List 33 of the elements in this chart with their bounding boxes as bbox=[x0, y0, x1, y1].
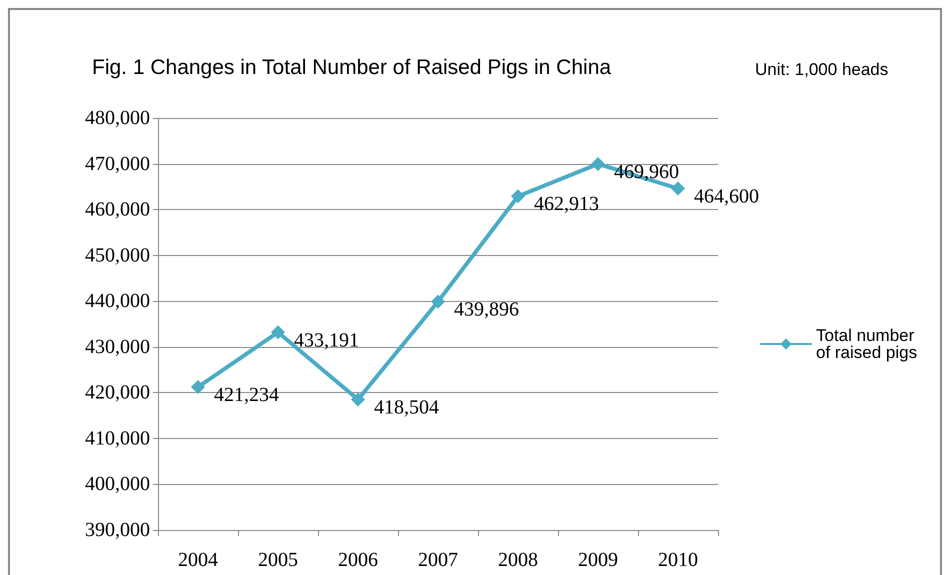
x-tick-label: 2004 bbox=[178, 549, 218, 571]
data-label: 421,234 bbox=[214, 384, 279, 406]
y-tick-label: 400,000 bbox=[85, 473, 150, 496]
y-tick-label: 450,000 bbox=[85, 244, 150, 266]
y-tick-label: 470,000 bbox=[85, 152, 150, 175]
y-tick-label: 430,000 bbox=[85, 336, 150, 358]
point bbox=[351, 392, 365, 407]
x-tick-label: 2006 bbox=[338, 549, 378, 571]
x-tick-label: 2008 bbox=[498, 549, 538, 571]
point bbox=[271, 325, 285, 340]
data-label: 439,896 bbox=[454, 298, 519, 321]
x-tick-label: 2005 bbox=[258, 549, 298, 571]
x-tick-label: 2009 bbox=[578, 549, 618, 571]
data-label: 462,913 bbox=[534, 193, 599, 216]
point bbox=[431, 294, 445, 309]
chart-title: Fig. 1 Changes in Total Number of Raised Pigs in China bbox=[92, 56, 612, 79]
point bbox=[191, 380, 205, 394]
data-label: 464,600 bbox=[694, 186, 759, 208]
text: Unit: 1,000 heads bbox=[755, 60, 888, 79]
point bbox=[591, 156, 605, 171]
y-tick-label: 480,000 bbox=[85, 107, 150, 129]
y-tick-label: 390,000 bbox=[85, 519, 150, 541]
legend-label: Total number of raised pigs bbox=[816, 326, 918, 362]
y-tick-label: 410,000 bbox=[85, 427, 150, 450]
x-tick-label: 2010 bbox=[658, 549, 698, 571]
y-tick-label: 420,000 bbox=[85, 382, 150, 404]
y-tick-label: 440,000 bbox=[85, 290, 150, 312]
data-label: 418,504 bbox=[374, 396, 439, 419]
point bbox=[511, 189, 525, 204]
point bbox=[671, 182, 685, 196]
y-tick-label: 460,000 bbox=[85, 198, 150, 221]
data-label: 433,191 bbox=[294, 329, 359, 352]
x-tick-label: 2007 bbox=[418, 549, 458, 571]
